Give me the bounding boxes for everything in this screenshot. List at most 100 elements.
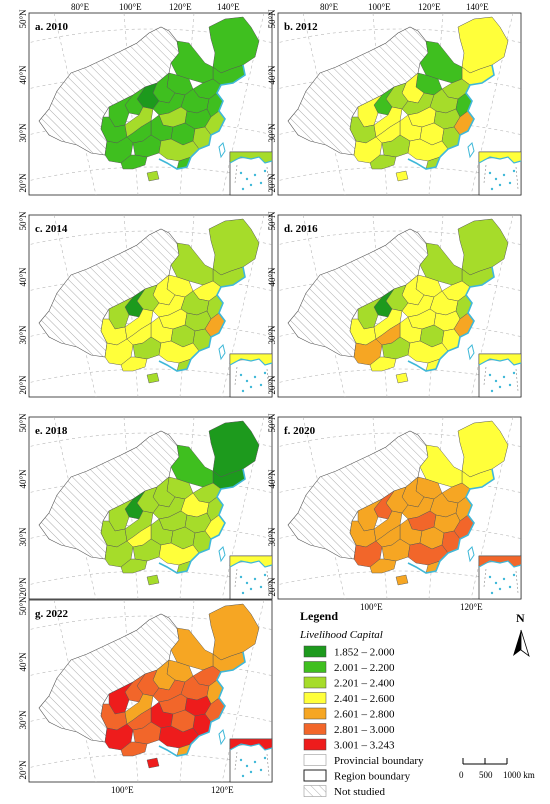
province-region [146, 170, 160, 182]
south-china-sea-inset [478, 151, 522, 196]
coastline [158, 266, 246, 372]
scale-bar: 0 500 1000 km [459, 758, 535, 780]
latitude-tick-label: 30°N [267, 325, 277, 345]
legend-subtitle: Livelihood Capital [299, 629, 383, 641]
panel-label: a. 2010 [35, 21, 69, 33]
legend-title: Legend [300, 609, 338, 623]
latitude-tick-label: 50°N [18, 211, 28, 231]
legend-swatch [303, 692, 327, 704]
legend-region-label: Region boundary [334, 771, 411, 783]
south-china-sea-inset [229, 151, 273, 196]
latitude-tick-label: 40°N [18, 267, 28, 287]
latitude-tick-label: 40°N [267, 469, 277, 489]
province-region [369, 356, 397, 372]
coastline [407, 266, 495, 372]
map-panel: d. 2016 50°N 40°N 30°N 20°N [267, 211, 522, 398]
province-region [146, 372, 160, 384]
longitude-tick-label: 120°E [211, 785, 234, 795]
latitude-tick-label: 50°N [18, 413, 28, 433]
latitude-tick-label: 40°N [18, 652, 28, 672]
legend-swatch [303, 738, 327, 751]
longitude-tick-label: 100°E [360, 602, 383, 612]
north-arrow: N [513, 611, 530, 658]
latitude-tick-label: 50°N [18, 596, 28, 616]
longitude-tick-label: 100°E [368, 2, 391, 12]
province-region [395, 170, 409, 182]
south-china-sea-inset [229, 555, 273, 600]
map-panel: g. 2022 50°N 40°N 30°N 20°N 100°E 120°E [18, 596, 273, 795]
latitude-tick-label: 20°N [18, 577, 28, 597]
latitude-tick-label: 50°N [267, 211, 277, 231]
coastline [158, 651, 246, 757]
legend-class-label: 3.001 – 3.243 [334, 740, 395, 752]
longitude-tick-label: 80°E [71, 2, 90, 12]
latitude-tick-label: 40°N [18, 469, 28, 489]
longitude-tick-label: 100°E [119, 2, 142, 12]
legend-swatch [303, 661, 327, 673]
taiwan [467, 142, 475, 159]
legend-region-swatch [303, 769, 327, 782]
province-region [395, 574, 409, 586]
province-region [120, 741, 148, 757]
legend-swatch [303, 676, 327, 689]
latitude-tick-label: 20°N [18, 375, 28, 395]
panel-label: b. 2012 [284, 21, 318, 33]
latitude-tick-label: 20°N [18, 173, 28, 193]
taiwan [218, 142, 226, 159]
latitude-tick-label: 40°N [18, 65, 28, 85]
legend-class-label: 2.801 – 3.000 [334, 724, 395, 736]
latitude-tick-label: 50°N [267, 413, 277, 433]
longitude-tick-label: 140°E [466, 2, 489, 12]
latitude-tick-label: 40°N [267, 65, 277, 85]
legend: Legend Livelihood Capital 1.852 – 2.000 2.0… [299, 609, 535, 798]
coastline [407, 64, 495, 170]
taiwan [467, 546, 475, 563]
taiwan [218, 729, 226, 746]
panel-label: e. 2018 [35, 425, 68, 437]
taiwan [218, 546, 226, 563]
latitude-tick-label: 50°N [267, 9, 277, 29]
legend-provincial-label: Provincial boundary [334, 755, 424, 767]
legend-class-label: 2.001 – 2.200 [334, 662, 395, 674]
longitude-tick-label: 100°E [111, 785, 134, 795]
south-china-sea-inset [229, 353, 273, 398]
scale-bar-tick: 1000 km [503, 770, 535, 780]
map-panel: e. 2018 50°N 40°N 30°N 20°N [18, 413, 273, 600]
province-region [146, 574, 160, 586]
panel-label: c. 2014 [35, 223, 68, 235]
latitude-tick-label: 30°N [267, 527, 277, 547]
legend-provincial-swatch [303, 754, 327, 766]
scale-bar-tick: 500 [479, 770, 493, 780]
province-region [369, 154, 397, 170]
latitude-tick-label: 40°N [267, 267, 277, 287]
legend-class-label: 1.852 – 2.000 [334, 647, 395, 659]
longitude-tick-label: 140°E [217, 2, 240, 12]
legend-class-label: 2.201 – 2.400 [334, 678, 395, 690]
legend-class-label: 2.401 – 2.600 [334, 693, 395, 705]
taiwan [218, 344, 226, 361]
province-region [120, 154, 148, 170]
longitude-tick-label: 80°E [320, 2, 339, 12]
panel-label: g. 2022 [35, 608, 69, 620]
latitude-tick-label: 20°N [267, 173, 277, 193]
latitude-tick-label: 30°N [18, 527, 28, 547]
taiwan [467, 344, 475, 361]
latitude-tick-label: 30°N [18, 123, 28, 143]
province-region [120, 356, 148, 372]
south-china-sea-inset [478, 353, 522, 398]
province-region [146, 757, 160, 769]
latitude-tick-label: 20°N [267, 577, 277, 597]
coastline [158, 468, 246, 574]
latitude-tick-label: 20°N [267, 375, 277, 395]
legend-not-studied-swatch [303, 785, 327, 797]
province-region [369, 558, 397, 574]
latitude-tick-label: 20°N [18, 760, 28, 780]
south-china-sea-inset [229, 738, 273, 783]
province-region [120, 558, 148, 574]
scale-bar-tick: 0 [459, 770, 464, 780]
south-china-sea-inset [478, 555, 522, 600]
legend-swatch [303, 645, 327, 658]
